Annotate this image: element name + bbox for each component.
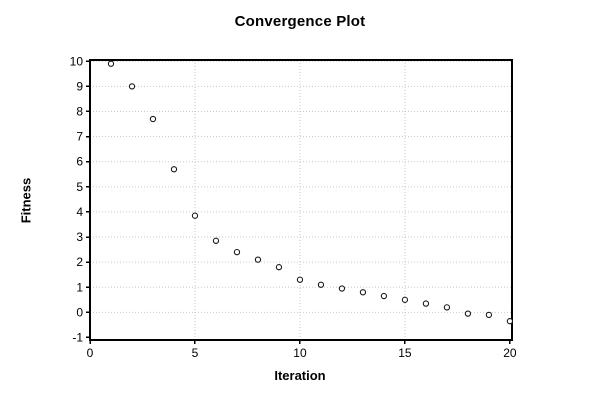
data-point <box>233 248 241 256</box>
data-point <box>170 166 178 173</box>
data-point <box>254 256 262 263</box>
y-tick-label: 0 <box>76 305 83 319</box>
y-tick-label: 6 <box>76 155 83 169</box>
y-tick-label: 5 <box>76 180 83 194</box>
y-tick-label: 2 <box>76 255 83 269</box>
data-point <box>464 310 472 317</box>
data-point <box>485 311 493 319</box>
x-tick-label: 15 <box>398 346 412 360</box>
y-tick-label: 10 <box>70 54 84 68</box>
y-tick-label: -1 <box>72 330 83 344</box>
data-point <box>443 304 451 311</box>
data-point <box>359 289 367 296</box>
y-tick-label: 4 <box>76 205 83 219</box>
data-point <box>506 318 514 325</box>
data-point <box>380 292 388 300</box>
data-point <box>128 83 136 90</box>
data-point <box>422 300 430 307</box>
y-tick-label: 1 <box>76 280 83 294</box>
data-point <box>296 276 304 283</box>
data-point <box>191 212 199 219</box>
data-point <box>212 237 220 244</box>
x-tick-label: 0 <box>87 346 94 360</box>
x-tick-label: 10 <box>293 346 307 360</box>
x-tick-label: 5 <box>192 346 199 360</box>
chart-title: Convergence Plot <box>234 13 366 30</box>
x-tick-label: 20 <box>503 346 517 360</box>
y-tick-label: 3 <box>76 230 83 244</box>
data-point <box>338 285 346 292</box>
x-axis-label: Iteration <box>274 368 326 383</box>
data-point <box>149 115 157 123</box>
y-tick-label: 9 <box>76 79 83 93</box>
axis-box <box>89 59 513 341</box>
data-point <box>401 296 409 303</box>
data-point <box>317 281 325 288</box>
y-tick-label: 8 <box>76 104 83 118</box>
y-tick-label: 7 <box>76 130 83 144</box>
data-point <box>107 60 115 67</box>
data-point <box>275 264 283 271</box>
